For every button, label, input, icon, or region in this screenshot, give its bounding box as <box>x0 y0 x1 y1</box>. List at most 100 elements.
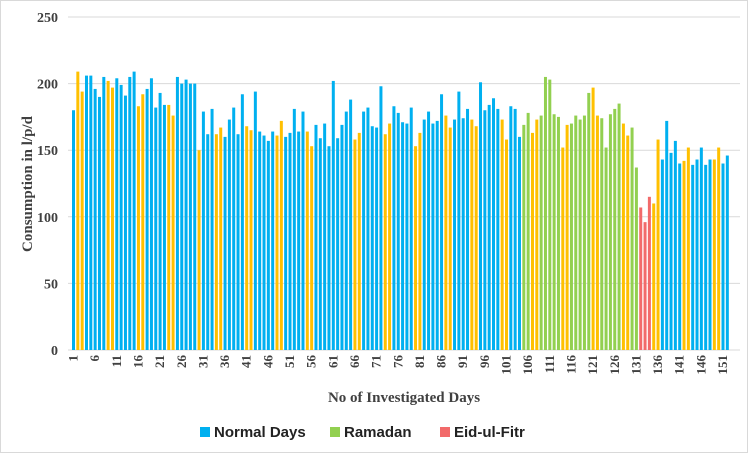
legend-swatch <box>200 427 210 437</box>
bar-day-43 <box>253 91 257 350</box>
x-tick-label: 141 <box>672 355 687 375</box>
bar-day-16 <box>136 106 140 350</box>
bar-day-88 <box>448 127 452 350</box>
bar-day-20 <box>154 107 158 351</box>
bar-day-46 <box>266 140 270 350</box>
bar-day-99 <box>496 108 500 351</box>
bar-day-68 <box>362 111 366 351</box>
legend-swatch <box>440 427 450 437</box>
bar-day-89 <box>453 119 457 351</box>
x-tick-label: 136 <box>650 355 665 375</box>
bar-day-151 <box>721 163 725 350</box>
bar-day-21 <box>158 92 162 350</box>
bar-day-96 <box>483 110 487 351</box>
bar-day-53 <box>297 131 301 350</box>
x-tick-label: 41 <box>239 355 254 368</box>
bar-day-38 <box>232 107 236 351</box>
bar-day-67 <box>357 132 361 350</box>
bar-day-132 <box>639 207 643 350</box>
x-tick-label: 26 <box>174 355 189 369</box>
bar-day-11 <box>115 78 119 350</box>
bar-day-34 <box>214 134 218 350</box>
y-tick-label: 0 <box>51 344 58 359</box>
x-tick-label: 106 <box>520 355 535 375</box>
bar-day-8 <box>102 76 106 350</box>
x-tick-label: 16 <box>130 355 145 369</box>
bar-day-48 <box>275 135 279 350</box>
bar-day-31 <box>201 111 205 351</box>
bar-day-69 <box>366 107 370 351</box>
bar-day-74 <box>388 123 392 350</box>
bar-day-41 <box>245 126 249 350</box>
legend-label: Ramadan <box>344 424 412 441</box>
bar-day-101 <box>505 139 508 350</box>
bar-day-86 <box>440 94 444 350</box>
bar-day-90 <box>457 91 461 350</box>
bar-day-119 <box>582 115 586 351</box>
bar-day-105 <box>522 124 526 350</box>
bar-day-103 <box>513 108 517 351</box>
y-tick-label: 200 <box>37 78 58 93</box>
x-tick-label: 86 <box>434 355 449 369</box>
bar-day-56 <box>310 146 314 350</box>
bar-day-1 <box>72 110 75 351</box>
bar-day-91 <box>461 118 465 351</box>
bar-day-66 <box>353 139 357 350</box>
bar-day-64 <box>344 111 348 351</box>
bar-day-71 <box>375 127 379 350</box>
bar-day-140 <box>673 140 677 350</box>
bar-day-15 <box>132 71 136 350</box>
bars <box>72 71 729 351</box>
x-tick-label: 76 <box>390 355 405 369</box>
bar-day-124 <box>604 147 608 350</box>
legend-swatch <box>330 427 340 437</box>
bar-day-18 <box>145 88 149 350</box>
bar-day-113 <box>556 116 560 351</box>
bar-day-39 <box>236 134 240 350</box>
bar-day-17 <box>141 94 145 350</box>
bar-day-95 <box>479 82 483 350</box>
bar-day-139 <box>669 152 673 350</box>
bar-day-125 <box>608 114 612 351</box>
bar-day-35 <box>219 127 223 350</box>
bar-day-106 <box>526 112 530 351</box>
bar-day-104 <box>517 136 521 350</box>
bar-day-75 <box>392 106 396 350</box>
bar-day-47 <box>271 131 275 350</box>
x-tick-label: 71 <box>369 355 384 368</box>
y-axis-title: Consumption in l/p/d <box>20 115 36 252</box>
bar-day-54 <box>301 111 305 351</box>
bar-day-135 <box>652 203 656 350</box>
bar-day-134 <box>647 196 651 350</box>
x-tick-label: 151 <box>715 355 730 375</box>
legend: Normal Days Ramadan Eid-ul-Fitr <box>200 424 525 441</box>
x-tick-label: 81 <box>412 355 427 368</box>
bar-day-109 <box>539 115 543 351</box>
x-tick-label: 1 <box>66 355 81 362</box>
bar-day-7 <box>97 96 101 350</box>
bar-day-44 <box>258 131 262 350</box>
bar-day-73 <box>383 134 387 350</box>
bar-day-13 <box>123 95 127 350</box>
bar-day-50 <box>284 136 288 350</box>
bar-day-133 <box>643 222 647 350</box>
bar-day-52 <box>292 108 296 351</box>
x-tick-label: 66 <box>347 355 362 369</box>
bar-day-82 <box>422 119 426 351</box>
bar-day-110 <box>543 76 547 350</box>
bar-day-118 <box>578 119 582 351</box>
legend-label: Eid-ul-Fitr <box>454 424 525 441</box>
bar-day-4 <box>84 75 88 350</box>
bar-day-57 <box>314 124 318 350</box>
bar-day-150 <box>717 147 721 350</box>
bar-day-97 <box>487 104 491 350</box>
x-tick-label: 101 <box>499 355 514 375</box>
bar-day-123 <box>600 118 604 351</box>
x-tick-label: 11 <box>109 355 124 367</box>
y-tick-label: 250 <box>37 11 58 26</box>
bar-day-138 <box>665 120 669 351</box>
bar-day-130 <box>630 127 634 350</box>
bar-day-112 <box>552 114 556 351</box>
bar-day-85 <box>435 120 439 351</box>
bar-day-33 <box>210 108 214 351</box>
